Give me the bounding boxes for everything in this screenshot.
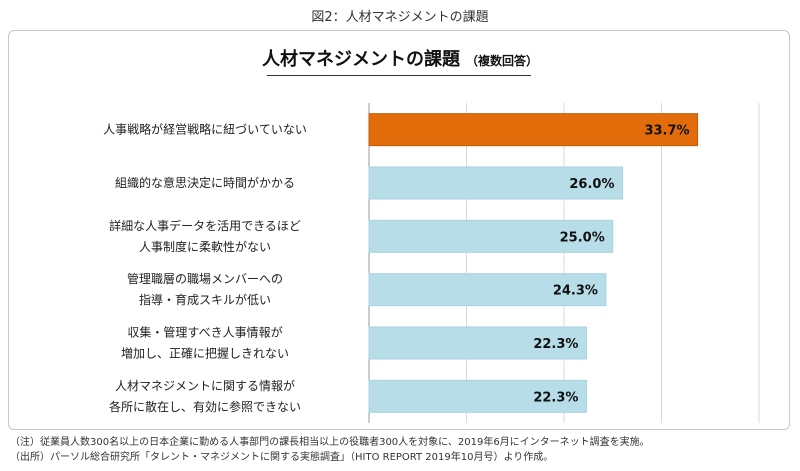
footnote-note: （注）従業員人数300名以上の日本企業に勤める人事部門の課長相当以上の役職者30… — [10, 437, 650, 448]
chart-subtitle: （複数回答） — [465, 54, 538, 68]
bar — [368, 326, 587, 360]
category-label: 増加し、正確に把握しきれない — [121, 346, 289, 361]
chart-title: 人材マネジメントの課題 （複数回答） — [9, 45, 791, 71]
data-label: 22.3% — [533, 337, 578, 352]
category-label: 人材マネジメントに関する情報が — [115, 378, 295, 393]
title-underline — [267, 75, 531, 76]
category-label: 人事戦略が経営戦略に紐づいていない — [103, 122, 307, 137]
chart-panel: 人材マネジメントの課題 （複数回答） 33.7% 人事戦略が経営戦略に紐づいていない… — [8, 30, 790, 430]
bar — [368, 379, 587, 413]
bar — [368, 113, 699, 147]
figure-caption: 図2：人材マネジメントの課題 — [311, 10, 489, 25]
data-label: 22.3% — [533, 390, 578, 405]
category-label: 各所に散在し、有効に参照できない — [109, 399, 301, 414]
bar — [368, 219, 614, 253]
data-label: 26.0% — [569, 177, 614, 192]
data-label: 33.7% — [644, 124, 689, 139]
bar — [368, 166, 623, 200]
category-label: 人事制度に柔軟性がない — [139, 239, 271, 254]
category-label: 組織的な意思決定に時間がかかる — [115, 175, 295, 190]
data-label: 24.3% — [553, 284, 598, 299]
chart-title-text: 人材マネジメントの課題 — [261, 49, 460, 70]
category-label: 詳細な人事データを活用できるほど — [109, 218, 301, 233]
category-label: 管理職層の職場メンバーへの — [127, 271, 283, 286]
category-label: 指導・育成スキルが低い — [139, 292, 271, 307]
bar-chart: 33.7% 人事戦略が経営戦略に紐づいていない 26.0% 組織的な意思決定に時間がか… — [103, 103, 760, 423]
data-label: 25.0% — [560, 230, 605, 245]
bar — [368, 273, 607, 307]
category-label: 収集・管理すべき人事情報が — [127, 325, 282, 340]
footnote-source: （出所）パーソル総合研究所「タレント・マネジメントに関する実態調査」（HITO … — [10, 452, 554, 463]
